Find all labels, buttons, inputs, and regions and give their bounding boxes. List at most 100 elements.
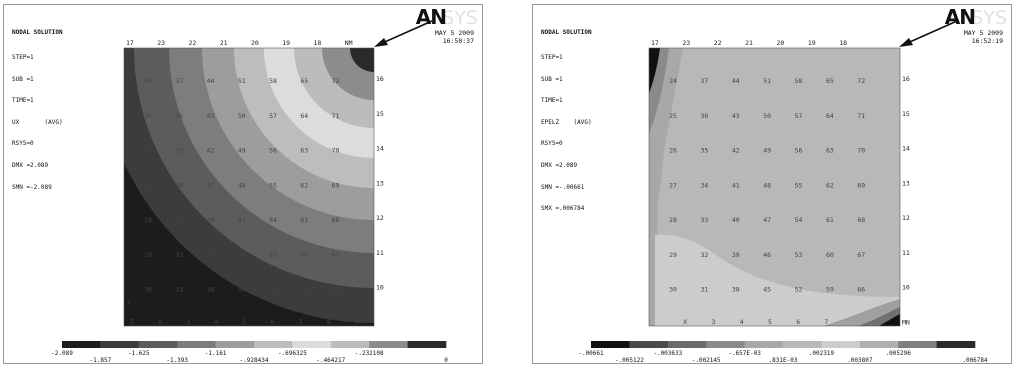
left-ansys-logo: AN xyxy=(415,5,447,29)
left-bottom-node-label: 4 xyxy=(214,318,218,326)
left-grid-node-label: 63 xyxy=(300,147,308,155)
right-grid-node-label: 46 xyxy=(763,251,771,259)
right-grid-node-label: 27 xyxy=(669,181,677,189)
left-info-line: UX (AVG) xyxy=(12,118,63,126)
right-grid-node-label: 64 xyxy=(826,112,834,120)
left-grid-node-label: 38 xyxy=(207,286,215,294)
right-bottom-node-label: 6 xyxy=(796,318,800,326)
right-grid-node-label: 47 xyxy=(763,216,771,224)
right-legend-label: .005296 xyxy=(886,350,912,357)
left-grid-node-label: 56 xyxy=(269,147,277,155)
right-grid-node-label: 38 xyxy=(732,286,740,294)
right-info-line: STEP=1 xyxy=(541,54,563,62)
left-bottom-node-label: 3 xyxy=(186,318,190,326)
right-plot-frame xyxy=(648,47,901,327)
left-top-node-label: 19 xyxy=(282,39,290,47)
left-top-node-label: 17 xyxy=(126,39,134,47)
right-grid-node-label: 51 xyxy=(763,77,771,85)
right-arrow-head-icon xyxy=(899,38,913,47)
left-grid-node-label: 42 xyxy=(207,147,215,155)
left-top-node-label: 22 xyxy=(189,39,197,47)
right-time: 16:52:19 xyxy=(971,37,1003,45)
left-info-line: DMX =2.089 xyxy=(12,162,49,170)
right-grid-node-label: 52 xyxy=(795,286,803,294)
right-legend: -.00661 -.003633 -.657E-03 .002319 .005296 -.… xyxy=(578,341,988,364)
right-legend-label: -.657E-03 xyxy=(728,350,761,357)
left-grid-node-label: 36 xyxy=(175,112,183,120)
left-grid-node-label: 40 xyxy=(207,216,215,224)
left-grid-node-label: 29 xyxy=(144,251,152,259)
left-legend-swatch xyxy=(330,341,370,348)
left-legend-swatch xyxy=(407,341,447,348)
left-grid-node-label: 26 xyxy=(144,147,152,155)
right-top-node-label: 17 xyxy=(651,39,659,47)
right-legend-swatch xyxy=(591,341,630,348)
left-bottom-node-label: 6 xyxy=(271,318,275,326)
right-grid-node-label: 72 xyxy=(857,77,865,85)
left-grid-node-label: 27 xyxy=(144,181,152,189)
right-legend-swatch xyxy=(706,341,745,348)
right-legend-swatch xyxy=(783,341,822,348)
right-grid-node-label: 35 xyxy=(700,147,708,155)
right-grid-node-label: 71 xyxy=(857,112,865,120)
left-grid-node-label: 65 xyxy=(300,77,308,85)
right-top-node-label: 18 xyxy=(839,39,847,47)
right-info-line: SMN =-.00661 xyxy=(541,183,585,191)
right-info-line: DMX =2.089 xyxy=(541,162,578,170)
right-grid-node-label: 68 xyxy=(857,216,865,224)
left-info-line: STEP=1 xyxy=(12,54,34,62)
right-bottom-node-label: 7 xyxy=(824,318,828,326)
right-legend-label: .006784 xyxy=(962,357,988,364)
left-grid-node-label: 25 xyxy=(144,112,152,120)
right-right-node-label: 14 xyxy=(902,145,910,153)
left-legend-swatch xyxy=(138,341,178,348)
left-right-node-label: 10 xyxy=(376,284,384,292)
left-bottom-node-label: 8 xyxy=(327,318,331,326)
right-right-node-label: 12 xyxy=(902,214,910,222)
left-grid-node-label: 60 xyxy=(300,251,308,259)
left-legend-label: -.232108 xyxy=(355,350,384,357)
right-grid-node-label: 58 xyxy=(795,77,803,85)
right-grid-node-label: 59 xyxy=(826,286,834,294)
left-grid-node-label: 30 xyxy=(144,286,152,294)
left-grid-node-label: 43 xyxy=(207,112,215,120)
left-grid-node-label: 37 xyxy=(175,77,183,85)
right-grid-node-label: 65 xyxy=(826,77,834,85)
left-grid-node-label: 68 xyxy=(332,216,340,224)
right-info-line: TIME=1 xyxy=(541,97,563,105)
right-grid-node-label: 41 xyxy=(732,181,740,189)
right-grid-node-label: 43 xyxy=(732,112,740,120)
left-right-node-label: 13 xyxy=(376,179,384,187)
right-grid-node-label: 55 xyxy=(795,181,803,189)
right-legend-label: -.005122 xyxy=(615,357,644,364)
right-grid-node-label: 45 xyxy=(763,286,771,294)
right-header: NODAL SOLUTION xyxy=(541,29,592,37)
left-grid-node-label: 46 xyxy=(238,251,246,259)
right-info-line: SUB =1 xyxy=(541,75,563,83)
left-right-node-label: 12 xyxy=(376,214,384,222)
right-legend-label: .003807 xyxy=(847,357,873,364)
left-grid-node-label: 34 xyxy=(175,181,183,189)
left-right-node-label: 14 xyxy=(376,145,384,153)
left-grid-node-label: 45 xyxy=(238,286,246,294)
right-date: MAY 5 2009 xyxy=(963,29,1003,37)
right-grid-node-label: 53 xyxy=(795,251,803,259)
right-legend-label: -.002145 xyxy=(692,357,721,364)
left-legend-swatch xyxy=(292,341,332,348)
right-legend-swatch xyxy=(936,341,976,348)
right-legend-label: .831E-03 xyxy=(769,357,798,364)
right-ansys-logo: AN xyxy=(944,5,976,29)
left-top-node-label: 18 xyxy=(314,39,322,47)
right-info-block: NODAL SOLUTION STEP=1 SUB =1 TIME=1 EPEL… xyxy=(541,15,592,227)
right-grid-node-label: 42 xyxy=(732,147,740,155)
left-legend-swatch xyxy=(254,341,293,348)
left-legend-label: -1.161 xyxy=(205,350,227,357)
right-grid-node-label: 34 xyxy=(700,181,708,189)
right-grid-node-label: 26 xyxy=(669,147,677,155)
right-grid-node-label: 25 xyxy=(669,112,677,120)
left-grid-node-label: 51 xyxy=(238,77,246,85)
right-logo-suffix: SYS xyxy=(971,7,1007,29)
left-grid-node-label: 53 xyxy=(269,251,277,259)
